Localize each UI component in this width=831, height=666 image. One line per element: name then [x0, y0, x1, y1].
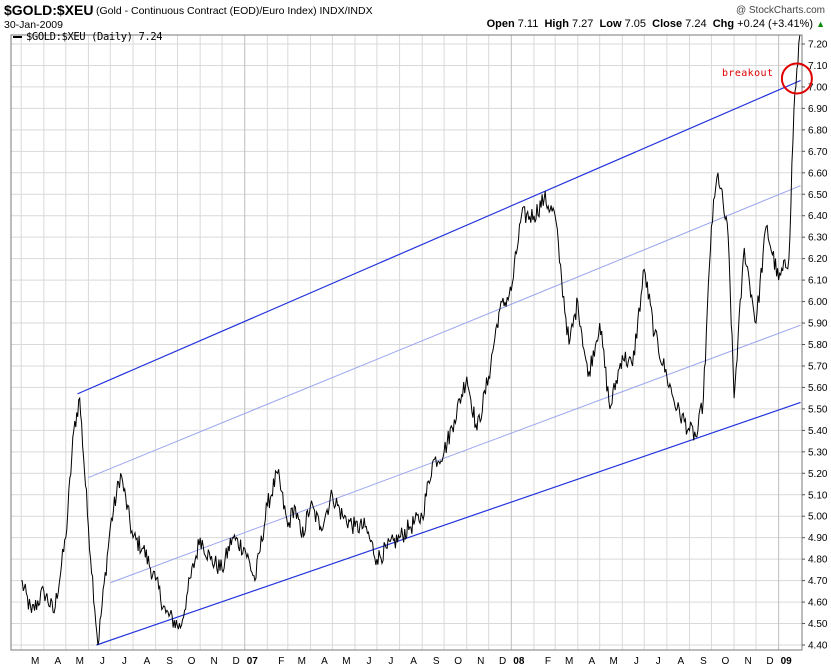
channel-line-inner-upper: [88, 185, 801, 479]
copyright-notice: @ StockCharts.com: [735, 5, 825, 16]
x-tick-label: D: [499, 656, 506, 666]
x-tick-label: S: [166, 656, 173, 666]
x-tick-label: 08: [513, 656, 525, 666]
x-tick-label: D: [232, 656, 239, 666]
y-tick-label: 5.40: [808, 426, 828, 437]
x-tick-label: M: [298, 656, 306, 666]
y-tick-label: 5.80: [808, 340, 828, 351]
y-tick-label: 5.20: [808, 469, 828, 480]
open-value: 7.11: [517, 18, 539, 30]
breakout-circle: [780, 62, 813, 95]
x-tick-label: M: [342, 656, 350, 666]
y-tick-label: 6.30: [808, 233, 828, 244]
y-tick-label: 6.20: [808, 254, 828, 265]
x-tick-label: O: [188, 656, 196, 666]
low-value: 7.05: [624, 18, 647, 30]
y-tick-label: 4.70: [808, 576, 828, 587]
y-tick-label: 6.80: [808, 125, 828, 136]
x-tick-label: M: [610, 656, 618, 666]
x-tick-label: S: [433, 656, 440, 666]
ohlc-readout: Open 7.11 High 7.27 Low 7.05 Close 7.24 …: [487, 18, 825, 30]
close-label: Close: [652, 18, 683, 30]
x-tick-label: O: [454, 656, 462, 666]
plot-frame: [10, 34, 803, 651]
chg-arrow-icon: ▲: [816, 19, 825, 29]
price-line: [21, 35, 801, 646]
x-tick-label: J: [634, 656, 639, 666]
y-tick-label: 6.90: [808, 104, 828, 115]
channel-line-lower: [96, 401, 801, 646]
x-tick-label: J: [656, 656, 661, 666]
y-axis-ticks: 4.40 4.50 4.60 4.70 4.80 4.90 5.00 5.10 5.20 5.30…: [802, 40, 828, 652]
x-tick-label: S: [700, 656, 707, 666]
x-tick-label: N: [744, 656, 751, 666]
low-label: Low: [599, 18, 622, 30]
y-tick-label: 5.30: [808, 447, 828, 458]
channel-line-inner-lower: [110, 324, 801, 584]
chart-description: (Gold - Continuous Contract (EOD)/Euro I…: [96, 5, 373, 17]
chart-grid: [11, 35, 802, 650]
x-tick-label: M: [565, 656, 573, 666]
x-tick-label: J: [122, 656, 127, 666]
x-tick-label: J: [100, 656, 105, 666]
y-tick-label: 4.90: [808, 533, 828, 544]
y-tick-label: 6.10: [808, 276, 828, 287]
x-tick-label: N: [211, 656, 218, 666]
y-tick-label: 5.50: [808, 404, 828, 415]
legend-swatch: [13, 36, 22, 38]
chart-date: 30-Jan-2009: [4, 19, 63, 31]
chart-symbol: $GOLD:$XEU: [4, 2, 94, 18]
x-tick-label: F: [278, 656, 284, 666]
x-tick-label: F: [545, 656, 551, 666]
y-tick-label: 5.70: [808, 361, 828, 372]
y-tick-label: 7.00: [808, 82, 828, 93]
y-tick-label: 7.20: [808, 40, 828, 51]
x-tick-label: J: [388, 656, 393, 666]
open-label: Open: [486, 18, 515, 30]
x-tick-label: 09: [781, 656, 793, 666]
x-tick-label: A: [55, 656, 62, 666]
high-value: 7.27: [571, 18, 594, 30]
y-tick-label: 7.10: [808, 61, 828, 72]
chg-value: +0.24 (+3.41%): [737, 18, 814, 30]
y-tick-label: 6.40: [808, 211, 828, 222]
legend-label: $GOLD:$XEU (Daily) 7.24: [26, 31, 163, 43]
x-tick-label: J: [367, 656, 372, 666]
x-tick-label: 07: [247, 656, 259, 666]
y-tick-label: 4.50: [808, 619, 828, 630]
x-axis-ticks: M A M J J A S O N D 07 F M A M J J A S O N D 08 F M A M J J A S O N D 09: [31, 656, 792, 666]
close-value: 7.24: [685, 18, 707, 30]
channel-lines: [77, 79, 801, 646]
y-tick-label: 4.60: [808, 598, 828, 609]
chg-label: Chg: [712, 18, 735, 30]
x-tick-label: A: [678, 656, 685, 666]
breakout-annotation: breakout: [722, 68, 774, 79]
x-tick-label: O: [722, 656, 730, 666]
x-tick-label: N: [477, 656, 484, 666]
y-tick-label: 6.50: [808, 190, 828, 201]
y-tick-label: 5.00: [808, 512, 828, 523]
x-tick-label: M: [31, 656, 39, 666]
x-tick-label: D: [766, 656, 773, 666]
y-tick-label: 5.90: [808, 319, 828, 330]
x-tick-label: A: [144, 656, 151, 666]
y-tick-label: 4.80: [808, 555, 828, 566]
price-series: [21, 35, 801, 646]
high-label: High: [544, 18, 569, 30]
breakout-highlight: [780, 62, 813, 95]
y-tick-label: 6.60: [808, 168, 828, 179]
y-tick-label: 5.60: [808, 383, 828, 394]
channel-line-upper: [77, 79, 801, 395]
y-tick-label: 5.10: [808, 490, 828, 501]
x-tick-label: A: [588, 656, 595, 666]
y-tick-label: 6.70: [808, 147, 828, 158]
y-tick-label: 6.00: [808, 297, 828, 308]
x-tick-label: A: [410, 656, 417, 666]
y-tick-label: 4.40: [808, 641, 828, 652]
x-tick-label: M: [76, 656, 84, 666]
chart-legend: $GOLD:$XEU (Daily) 7.24: [13, 31, 163, 43]
x-tick-label: A: [321, 656, 328, 666]
